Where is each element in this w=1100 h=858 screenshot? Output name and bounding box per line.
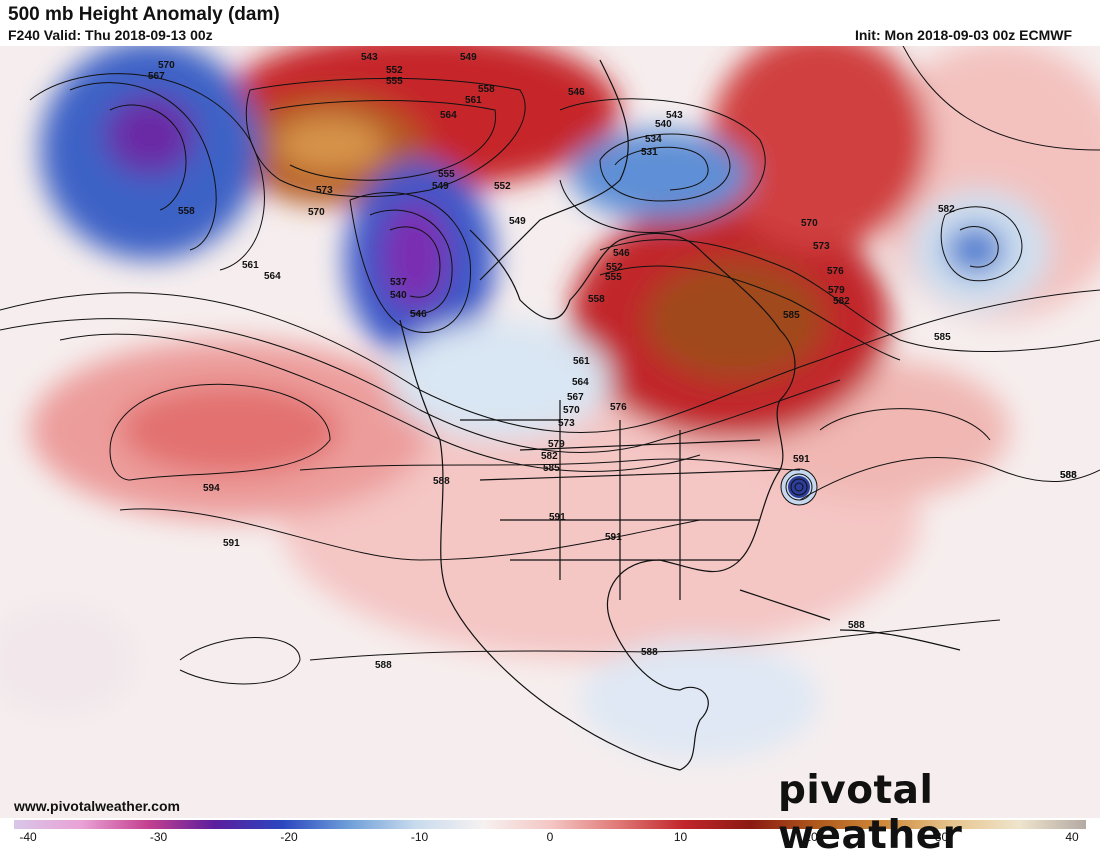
contour-label: 585 — [543, 463, 560, 474]
contour-label: 582 — [938, 204, 955, 215]
colorbar-tick-label: -10 — [410, 830, 429, 844]
contour-label: 555 — [605, 272, 622, 283]
contour-label: 540 — [655, 119, 672, 130]
contour-label: 570 — [158, 60, 175, 71]
brand-logo: pivotal weather — [778, 768, 963, 858]
contour-label: 570 — [563, 405, 580, 416]
contour-label: 540 — [390, 290, 407, 301]
contour-label: 564 — [572, 377, 589, 388]
colorbar-tick-label: 0 — [546, 830, 554, 844]
contour-label: 585 — [783, 310, 800, 321]
colorbar-tick-label: 10 — [673, 830, 688, 844]
hurricane-low — [780, 468, 818, 506]
colorbar-tick-label: 30 — [934, 830, 949, 844]
anomaly-shading — [0, 46, 1100, 760]
init-time: Init: Mon 2018-09-03 00z ECMWF — [854, 27, 1072, 43]
contour-label: 552 — [494, 181, 511, 192]
contour-label: 573 — [316, 185, 333, 196]
contour-label: 591 — [793, 454, 810, 465]
contour-label: 561 — [465, 95, 482, 106]
contour-label: 573 — [558, 418, 575, 429]
contour-label: 549 — [509, 216, 526, 227]
contour-label: 573 — [813, 241, 830, 252]
contour-label: 582 — [833, 296, 850, 307]
contour-label: 576 — [827, 266, 844, 277]
header: 500 mb Height Anomaly (dam) F240 Valid: … — [0, 0, 1100, 46]
contour-label: 579 — [828, 285, 845, 296]
contour-label: 552 — [606, 262, 623, 273]
contour-label: 591 — [223, 538, 240, 549]
contour-label: 576 — [610, 402, 627, 413]
colorbar-svg — [14, 820, 1086, 829]
coastlines — [399, 59, 961, 771]
colorbar-ticks: -40 -30 -20 -10 0 10 20 30 40 — [0, 830, 1100, 850]
website-url: www.pivotalweather.com — [14, 798, 180, 814]
contour-label: 531 — [641, 147, 658, 158]
contour-label: 549 — [460, 52, 477, 63]
contour-label: 534 — [645, 134, 662, 145]
anomaly-map: 570 567 552 555 543 549 558 561 564 573 … — [0, 46, 1100, 818]
contour-label: 558 — [588, 294, 605, 305]
contour-label: 552 — [386, 65, 403, 76]
contour-label: 588 — [848, 620, 865, 631]
contour-label: 594 — [203, 483, 220, 494]
colorbar — [14, 820, 1086, 829]
contour-label: 579 — [548, 439, 565, 450]
contour-label: 564 — [264, 271, 281, 282]
contour-label: 546 — [568, 87, 585, 98]
contour-label: 546 — [410, 309, 427, 320]
contour-label: 567 — [567, 392, 584, 403]
contour-label: 543 — [361, 52, 378, 63]
contour-label: 546 — [613, 248, 630, 259]
anomaly-map-svg: 570 567 552 555 543 549 558 561 564 573 … — [0, 46, 1100, 818]
contour-label: 549 — [432, 181, 449, 192]
contour-labels: 570 567 552 555 543 549 558 561 564 573 … — [148, 52, 1077, 671]
contour-label: 555 — [386, 76, 403, 87]
colorbar-tick-label: 20 — [804, 830, 818, 844]
contour-label: 558 — [478, 84, 495, 95]
height-contours — [0, 46, 1100, 685]
contour-label: 585 — [934, 332, 951, 343]
colorbar-tick-label: 40 — [1065, 830, 1079, 844]
contour-label: 582 — [541, 451, 558, 462]
contour-label: 588 — [641, 647, 658, 658]
contour-label: 558 — [178, 206, 195, 217]
contour-label: 567 — [148, 71, 165, 82]
contour-label: 591 — [549, 512, 566, 523]
map-title: 500 mb Height Anomaly (dam) — [8, 4, 280, 25]
contour-label: 564 — [440, 110, 457, 121]
contour-label: 555 — [438, 169, 455, 180]
valid-time: F240 Valid: Thu 2018-09-13 00z — [8, 27, 213, 43]
contour-label: 588 — [1060, 470, 1077, 481]
contour-label: 588 — [1060, 470, 1077, 481]
contour-label: 588 — [375, 660, 392, 671]
contour-label: 591 — [605, 532, 622, 543]
contour-label: 561 — [242, 260, 259, 271]
colorbar-tick-label: -20 — [280, 830, 298, 844]
contour-label: 543 — [666, 110, 683, 121]
contour-label: 570 — [801, 218, 818, 229]
contour-label: 570 — [308, 207, 325, 218]
colorbar-tick-label: -40 — [19, 830, 37, 844]
colorbar-gradient — [14, 820, 1086, 829]
colorbar-tick-label: -30 — [149, 830, 168, 844]
contour-label: 561 — [573, 356, 590, 367]
contour-label: 588 — [433, 476, 450, 487]
contour-label: 537 — [390, 277, 407, 288]
